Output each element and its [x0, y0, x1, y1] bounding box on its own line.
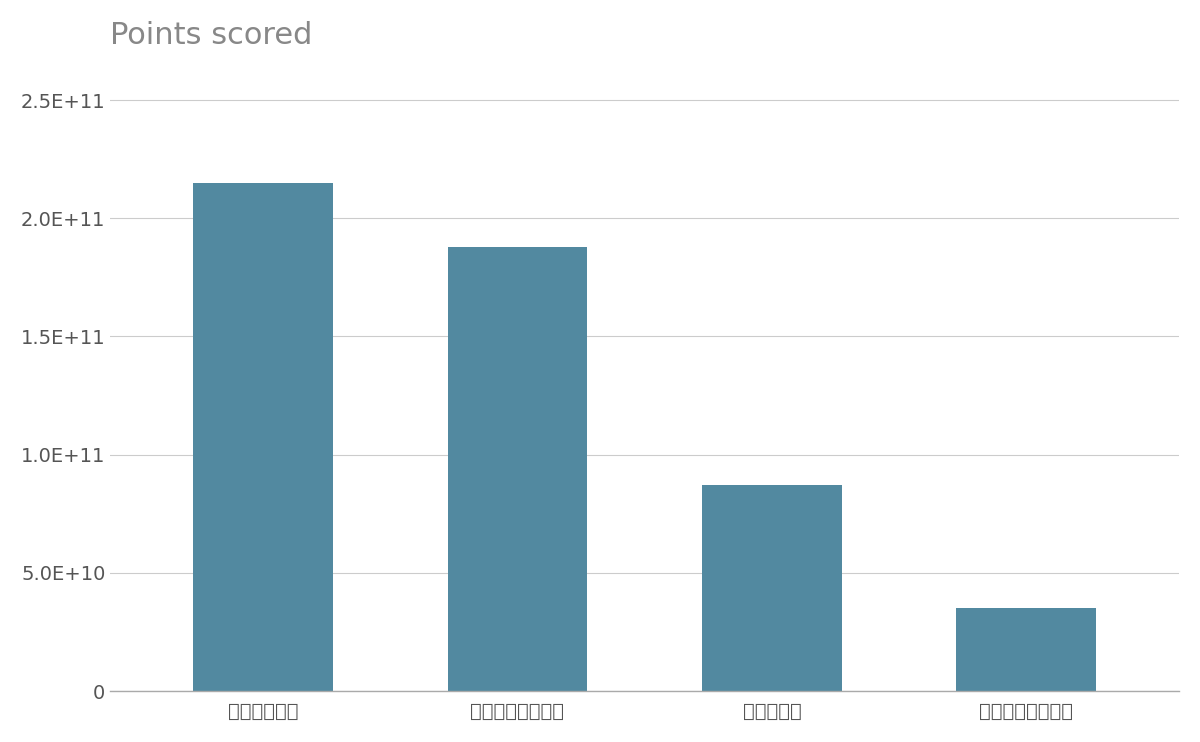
Bar	[702, 485, 842, 691]
Text: Points scored: Points scored	[110, 21, 313, 50]
Bar	[956, 608, 1097, 691]
Bar	[193, 183, 332, 691]
Bar	[448, 246, 588, 691]
